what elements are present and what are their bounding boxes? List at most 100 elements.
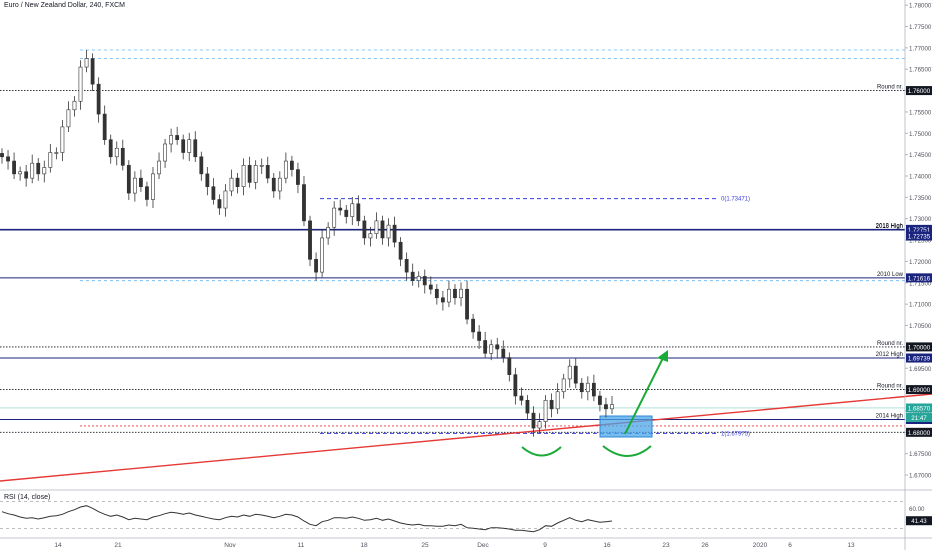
candle-body (386, 224, 391, 239)
rsi-tick-label: 60.00 (909, 506, 925, 513)
x-tick-label: Dec (477, 542, 489, 549)
candle-body (253, 165, 258, 183)
candle-body (90, 58, 95, 85)
level-price-badge-text: 1.72751 (908, 227, 931, 234)
buy-zone-box[interactable] (599, 415, 653, 438)
y-tick-label: 1.76500 (909, 67, 932, 74)
countdown-text: 21:47 (911, 415, 927, 422)
rsi-line (1, 505, 613, 533)
candle-body (610, 404, 614, 410)
candle-body (145, 186, 149, 200)
y-tick-label: 1.73000 (909, 216, 932, 223)
candle-body (126, 165, 131, 194)
level-label: 2010 Low (877, 272, 904, 278)
candle-body (344, 209, 349, 217)
candle-body (525, 399, 530, 414)
x-tick-label: 21 (114, 542, 122, 549)
candle-body (489, 344, 494, 354)
level-price-badge (906, 86, 932, 96)
level-price-badge-text: 1.69000 (908, 387, 931, 394)
candle-body (205, 173, 210, 187)
candle-body (54, 152, 59, 154)
candle-body (604, 404, 608, 410)
x-tick-label: 13 (847, 542, 855, 549)
y-tick-label: 1.74500 (909, 152, 932, 159)
candle-body (175, 135, 180, 141)
candle-body (66, 109, 71, 128)
candle-body (108, 139, 113, 158)
y-tick-label: 1.74000 (909, 174, 932, 181)
candle-body (96, 83, 101, 115)
y-tick-label: 1.73500 (909, 195, 932, 202)
y-tick-label: 1.69500 (909, 366, 932, 373)
candle-body (235, 177, 240, 187)
x-tick-label: Nov (224, 542, 236, 549)
candle-body (573, 365, 578, 384)
candle-body (302, 184, 306, 222)
candle-body (308, 220, 312, 260)
fib-label: 1(1.67975) (721, 431, 750, 437)
candle-body (519, 395, 524, 401)
rsi-panel: 60.00 41.43 (0, 501, 932, 533)
candle-body (549, 399, 554, 410)
fib-label: 0(1.73471) (721, 197, 750, 203)
level-price-badge (906, 385, 932, 395)
candle-body (428, 284, 433, 290)
candle-body (290, 160, 294, 170)
level-price-badge-text: 1.68000 (908, 430, 931, 437)
candle-body (483, 340, 488, 354)
candle-body (181, 139, 186, 153)
countdown-badge (906, 412, 932, 422)
candle-body (374, 220, 379, 234)
candle-body (398, 241, 403, 260)
candle-body (60, 126, 65, 153)
candle-body (440, 297, 445, 303)
candle-body (169, 135, 174, 145)
x-tick-label: 2020 (753, 542, 768, 549)
candle-body (12, 160, 16, 175)
current-price-text: 1.68570 (908, 405, 931, 412)
candle-body (531, 412, 536, 429)
current-price-badge (906, 403, 932, 413)
level-price-badge (906, 231, 932, 241)
level-price-badge (906, 353, 932, 363)
candle-body (465, 288, 469, 320)
candle-body (591, 382, 596, 397)
y-tick-label: 1.78000 (909, 3, 932, 10)
x-tick-label: 26 (701, 542, 709, 549)
rsi-title: RSI (14, close) (4, 494, 51, 501)
candle-body (296, 169, 300, 185)
chart-title: Euro / New Zealand Dollar, 240, FXCM (4, 2, 125, 9)
x-tick-label: 16 (603, 542, 611, 549)
candle-body (139, 177, 143, 187)
candle-body (471, 318, 475, 333)
candle-body (410, 271, 415, 281)
candle-body (422, 276, 427, 286)
candle-body (326, 226, 331, 239)
y-tick-label: 1.72500 (909, 238, 932, 245)
level-label: 2013 High (876, 223, 903, 229)
candle-body (338, 207, 343, 211)
candle-body (241, 165, 246, 187)
x-tick-label: 14 (54, 542, 62, 549)
level-price-badge (906, 273, 932, 283)
candle-body (537, 421, 542, 429)
candle-body (507, 357, 512, 375)
y-tick-label: 1.67000 (909, 473, 932, 480)
candle-body (0, 153, 4, 158)
candle-body (392, 224, 397, 243)
rsi-value-text: 41.43 (911, 518, 927, 525)
candle-body (187, 139, 192, 153)
candle-body (265, 165, 270, 179)
y-tick-label: 1.77500 (909, 24, 932, 31)
candle-body (555, 391, 560, 410)
candle-body (416, 276, 421, 281)
x-tick-label: 25 (421, 542, 429, 549)
candle-body (567, 365, 572, 380)
level-price-badge (906, 224, 932, 234)
candle-body (157, 160, 161, 175)
candle-body (229, 177, 234, 192)
candle-body (151, 173, 155, 200)
